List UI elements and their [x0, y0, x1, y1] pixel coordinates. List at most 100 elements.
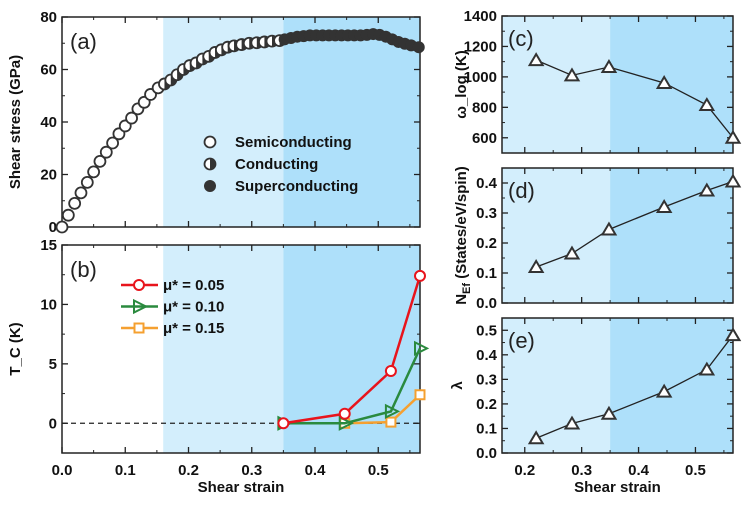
legend-label: μ* = 0.10	[163, 299, 224, 316]
panel-b: 0.0 0.1 0.2 0.3 0.4 0.5 0 5 10 15 (b) T_C (K) Shear …	[7, 237, 430, 496]
data-point	[600, 59, 618, 73]
data-point	[698, 361, 716, 376]
superconducting-region	[610, 168, 733, 303]
semiconducting-point	[61, 208, 75, 222]
legend-label: Semiconducting	[235, 134, 352, 151]
data-point	[563, 415, 581, 430]
plot-frame	[501, 167, 734, 304]
y-tick-label: 0.3	[476, 205, 497, 222]
x-tick-label: 0.3	[571, 462, 592, 479]
panel-label: (b)	[70, 257, 97, 282]
y-tick-label: 0.1	[476, 265, 497, 282]
data-point	[384, 403, 401, 420]
y-tick-label: 15	[40, 237, 57, 254]
semiconducting-point	[99, 145, 113, 159]
legend-label: μ* = 0.05	[163, 277, 224, 294]
y-tick-label: 0.2	[476, 235, 497, 252]
conducting-region	[163, 245, 284, 453]
data-point	[724, 129, 742, 144]
x-tick-label: 0.1	[115, 462, 136, 479]
superconducting-region	[610, 318, 733, 453]
y-axis-label: λ	[449, 381, 466, 390]
data-point	[563, 245, 581, 260]
data-point	[414, 389, 426, 401]
data-point	[527, 52, 545, 67]
y-tick-label: 1000	[464, 69, 497, 86]
panel-label: (d)	[508, 178, 535, 203]
plot-frame	[61, 16, 421, 228]
y-tick-label: 0.0	[476, 295, 497, 312]
y-axis-label: ω_log (K)	[453, 50, 470, 119]
conducting-region	[502, 16, 611, 153]
superconducting-region	[610, 16, 733, 153]
legend-marker	[133, 322, 145, 334]
y-tick-label: 60	[40, 62, 57, 79]
data-point	[384, 364, 397, 377]
data-point	[338, 415, 354, 431]
data-point	[338, 407, 351, 420]
y-tick-label: 0.4	[476, 347, 498, 364]
x-axis-label: Shear strain	[198, 479, 285, 496]
y-tick-label: 0.1	[476, 420, 497, 437]
panel-a: 0 20 40 60 80 (a) Shear stress (GPa) Semiconduc…	[7, 9, 425, 236]
y-tick-label: 600	[472, 130, 497, 147]
conducting-region	[502, 168, 611, 303]
panel-label: (c)	[508, 26, 534, 51]
y-tick-label: 0.0	[476, 445, 497, 462]
legend-label: Conducting	[235, 156, 318, 173]
series-line	[283, 275, 422, 425]
data-point	[655, 75, 673, 89]
y-tick-label: 0	[49, 219, 57, 236]
semiconducting-point	[93, 154, 107, 168]
semiconducting-point	[68, 196, 82, 210]
x-tick-label: 0.4	[305, 462, 327, 479]
y-axis-label: Shear stress (GPa)	[7, 55, 24, 189]
y-tick-label: 1400	[464, 8, 497, 25]
x-tick-label: 0.2	[514, 462, 535, 479]
legend-marker	[133, 298, 149, 315]
y-tick-label: 40	[40, 114, 57, 131]
y-tick-label: 0.3	[476, 371, 497, 388]
x-tick-label: 0.5	[685, 462, 706, 479]
panel-e: 0.2 0.3 0.4 0.5 0.0 0.1 0.2 0.3 0.4 0.5 (e) λ Shear …	[449, 317, 742, 496]
superconducting-region	[283, 17, 420, 227]
legend-label: Superconducting	[235, 178, 358, 195]
data-point	[655, 199, 673, 213]
x-axis-label: Shear strain	[574, 479, 661, 496]
superconducting-point	[412, 41, 425, 54]
y-tick-label: 0.4	[476, 175, 498, 192]
legend-label: μ* = 0.15	[163, 320, 224, 337]
data-point	[600, 405, 618, 420]
y-tick-label: 10	[40, 296, 57, 313]
y-tick-label: 5	[49, 356, 57, 373]
y-tick-label: 0	[49, 415, 57, 432]
legend-superconducting-marker	[204, 180, 216, 192]
panel-label: (a)	[70, 29, 97, 54]
series-line	[283, 347, 422, 425]
plot-frame	[501, 317, 734, 454]
y-tick-label: 0.5	[476, 322, 497, 339]
y-tick-label: 0.2	[476, 396, 497, 413]
data-point	[527, 259, 545, 273]
y-tick-label: 800	[472, 99, 497, 116]
y-axis-label: T_C (K)	[7, 322, 24, 375]
semiconducting-point	[74, 186, 88, 200]
data-point	[600, 221, 618, 236]
data-point	[563, 67, 581, 82]
semiconducting-point	[125, 111, 138, 125]
data-point	[277, 417, 290, 430]
legend-conducting-fill	[210, 158, 216, 170]
x-tick-label: 0.2	[178, 462, 199, 479]
semiconducting-point	[106, 136, 120, 150]
x-tick-label: 0.5	[368, 462, 389, 479]
data-point	[414, 340, 430, 357]
data-point	[698, 182, 716, 197]
y-tick-label: 20	[40, 167, 57, 184]
legend-marker	[133, 279, 145, 291]
y-tick-label: 80	[40, 9, 57, 26]
y-tick-label: 1200	[464, 38, 497, 55]
data-point	[724, 327, 742, 342]
plot-frame	[501, 15, 734, 154]
data-point	[724, 173, 742, 188]
